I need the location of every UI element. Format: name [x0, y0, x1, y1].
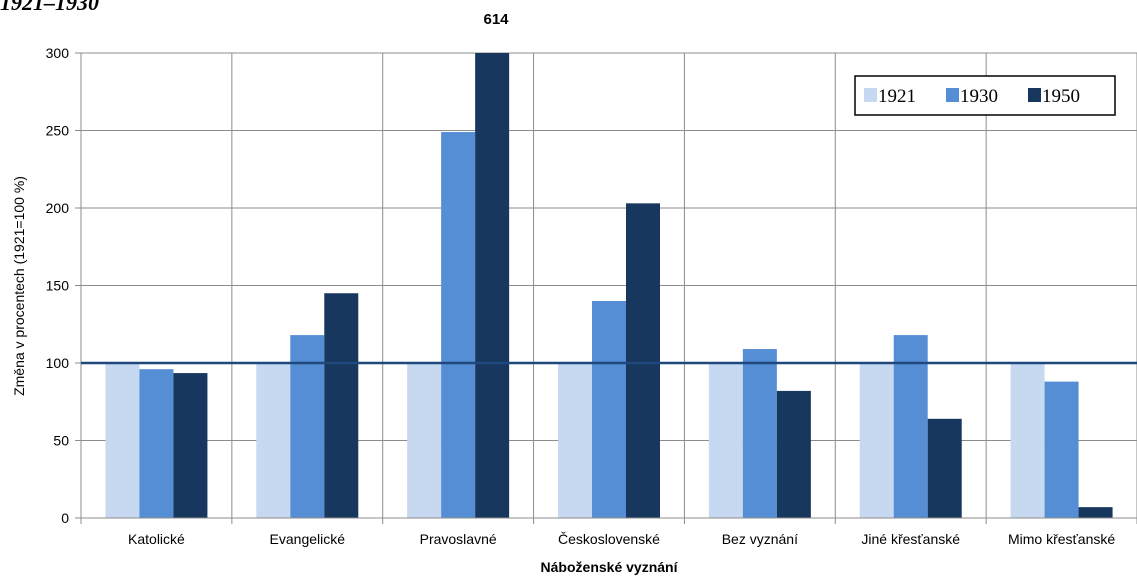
- bar-1921: [859, 363, 894, 518]
- x-tick-label: Katolické: [128, 531, 185, 547]
- y-tick-label: 50: [53, 433, 69, 449]
- overflow-value-label: 614: [483, 11, 509, 28]
- legend-label-1950: 1950: [1042, 86, 1080, 107]
- x-tick-label: Československé: [558, 531, 660, 547]
- bar-1950: [475, 53, 510, 518]
- y-axis-label: Změna v procentech (1921=100 %): [11, 176, 27, 396]
- x-axis-label: Náboženské vyznání: [541, 559, 679, 575]
- legend-label-1921: 1921: [878, 86, 916, 107]
- x-tick-labels: Katolické Evangelické Pravoslavné Českoslov…: [128, 531, 1115, 547]
- legend: 1921 1930 1950: [854, 75, 1116, 116]
- bar-1921: [1010, 363, 1045, 518]
- bar-1921: [407, 363, 442, 518]
- x-tick-label: Pravoslavné: [420, 531, 497, 547]
- axes: [75, 52, 1137, 524]
- bar-1930: [893, 335, 928, 518]
- bar-1950: [173, 373, 208, 518]
- x-tick-label: Jiné křesťanské: [861, 531, 960, 547]
- chart-title: 1921–1930: [0, 0, 99, 15]
- x-tick-label: Mimo křesťanské: [1008, 531, 1115, 547]
- bar-1921: [708, 363, 743, 518]
- y-tick-labels: 0 50 100 150 200 250 300: [46, 45, 70, 526]
- bar-1930: [742, 349, 777, 518]
- x-tick-label: Bez vyznání: [722, 531, 798, 547]
- legend-swatch-1950: [1028, 88, 1041, 102]
- y-tick-label: 150: [46, 278, 70, 294]
- bar-1930: [441, 132, 476, 519]
- y-tick-label: 200: [46, 200, 70, 216]
- bar-1950: [776, 390, 811, 518]
- bar-1930: [1044, 381, 1079, 518]
- bar-1930: [290, 335, 325, 518]
- bar-1950: [324, 293, 359, 518]
- y-tick-label: 250: [46, 123, 70, 139]
- bar-1921: [105, 363, 140, 518]
- y-tick-label: 100: [46, 355, 70, 371]
- bar-1950: [927, 418, 962, 518]
- legend-label-1930: 1930: [960, 86, 998, 107]
- legend-swatch-1921: [864, 88, 877, 102]
- bar-1921: [256, 363, 291, 518]
- y-tick-label: 300: [46, 45, 70, 61]
- legend-swatch-1930: [946, 88, 959, 102]
- bar-1950: [1078, 507, 1113, 518]
- bar-1930: [139, 369, 174, 518]
- y-tick-label: 0: [61, 510, 69, 526]
- x-tick-label: Evangelické: [270, 531, 346, 547]
- legend-box: [854, 75, 1116, 116]
- bar-1921: [558, 363, 592, 518]
- bar-1930: [592, 301, 626, 518]
- bar-1950: [626, 203, 660, 518]
- bars: [105, 53, 1113, 519]
